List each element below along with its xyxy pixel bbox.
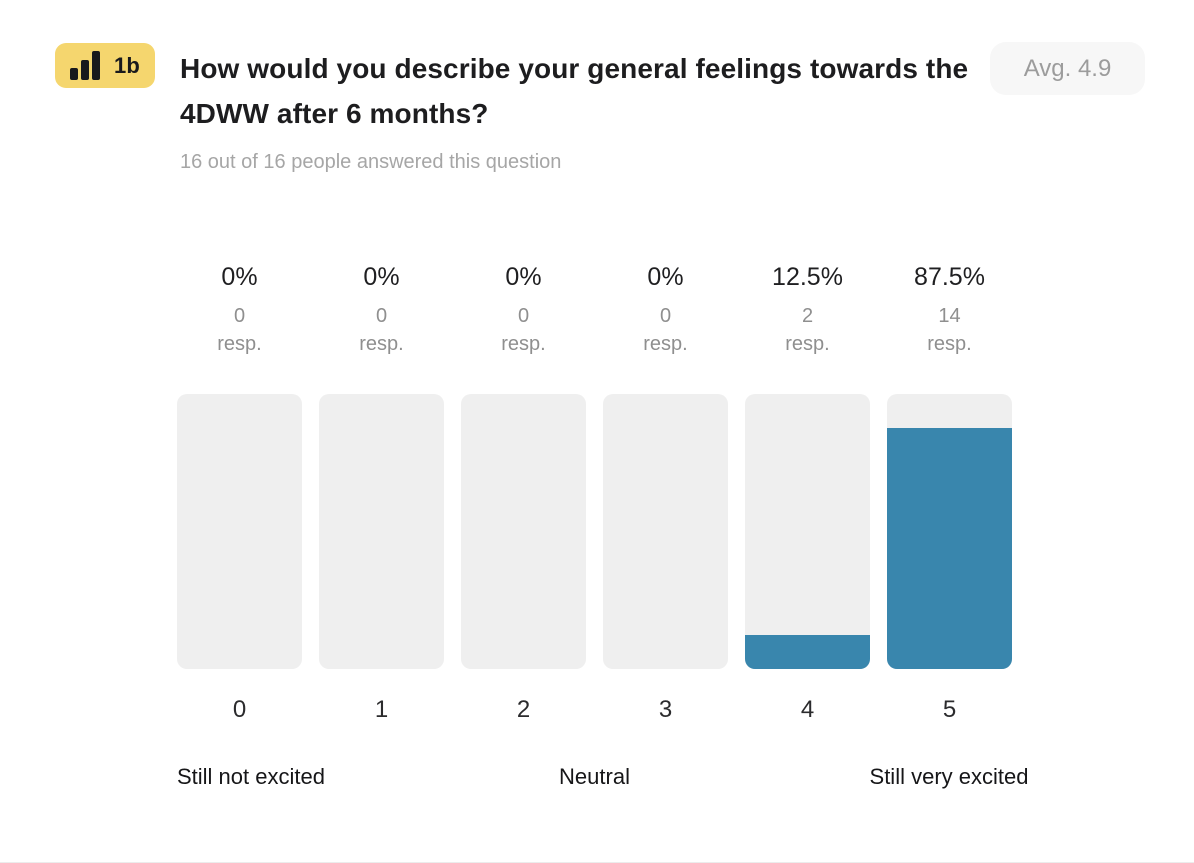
bar-column: 0% 0 resp. 2	[461, 262, 586, 725]
bar-x-axis-label: 5	[942, 696, 957, 723]
bar-fill	[887, 428, 1012, 669]
bar-x-axis-label: 0	[232, 696, 247, 723]
question-number-label: 1b	[114, 52, 141, 78]
bar-track	[461, 394, 586, 669]
bar-percentage-label: 0%	[221, 263, 258, 291]
bar-count-label: 0	[517, 305, 530, 327]
bar-track	[887, 394, 1012, 669]
bar-resp-suffix: resp.	[927, 333, 972, 355]
scale-label-max: Still very excited	[869, 764, 1029, 789]
bar-column: 87.5% 14 resp. 5	[887, 262, 1012, 725]
bar-column: 12.5% 2 resp. 4	[745, 262, 870, 725]
bar-percentage-label: 0%	[647, 263, 684, 291]
scale-label-min: Still not excited	[177, 764, 325, 789]
bar-percentage-label: 12.5%	[772, 263, 843, 291]
bar-column: 0% 0 resp. 1	[319, 262, 444, 725]
bar-x-axis-label: 1	[374, 696, 389, 723]
bar-count-label: 0	[659, 305, 672, 327]
bar-column: 0% 0 resp. 0	[177, 262, 302, 725]
bar-count-label: 0	[375, 305, 388, 327]
bar-percentage-label: 87.5%	[914, 263, 985, 291]
bar-x-axis-label: 2	[516, 696, 531, 723]
average-score-badge: Avg. 4.9	[990, 42, 1145, 95]
bar-resp-suffix: resp.	[359, 333, 404, 355]
scale-labels-row: Still not excited Neutral Still very exc…	[177, 763, 1028, 793]
bar-x-axis-label: 3	[658, 696, 673, 723]
bar-track	[177, 394, 302, 669]
bar-percentage-label: 0%	[505, 263, 542, 291]
bar-fill	[745, 634, 870, 669]
question-title: How would you describe your general feel…	[180, 53, 969, 129]
bar-resp-suffix: resp.	[785, 333, 830, 355]
bar-resp-suffix: resp.	[643, 333, 688, 355]
bar-count-label: 2	[801, 305, 814, 327]
bar-resp-suffix: resp.	[501, 333, 546, 355]
bar-track	[319, 394, 444, 669]
bar-x-axis-label: 4	[800, 696, 815, 723]
bar-track	[745, 394, 870, 669]
bar-track	[603, 394, 728, 669]
bar-count-label: 0	[233, 305, 246, 327]
bar-column: 0% 0 resp. 3	[603, 262, 728, 725]
scale-label-mid: Neutral	[559, 764, 630, 789]
bar-columns: 0% 0 resp. 0 0% 0 resp. 1 0% 0 resp. 2 0…	[177, 262, 1012, 725]
bar-count-label: 14	[938, 305, 961, 327]
question-number-badge: 1b	[55, 43, 156, 88]
answered-count-text: 16 out of 16 people answered this questi…	[180, 151, 562, 173]
bar-chart-icon	[70, 51, 103, 80]
response-bar-chart: 0% 0 resp. 0 0% 0 resp. 1 0% 0 resp. 2 0…	[177, 262, 1028, 793]
question-header: How would you describe your general feel…	[180, 46, 980, 174]
bar-resp-suffix: resp.	[217, 333, 262, 355]
bar-percentage-label: 0%	[363, 263, 400, 291]
